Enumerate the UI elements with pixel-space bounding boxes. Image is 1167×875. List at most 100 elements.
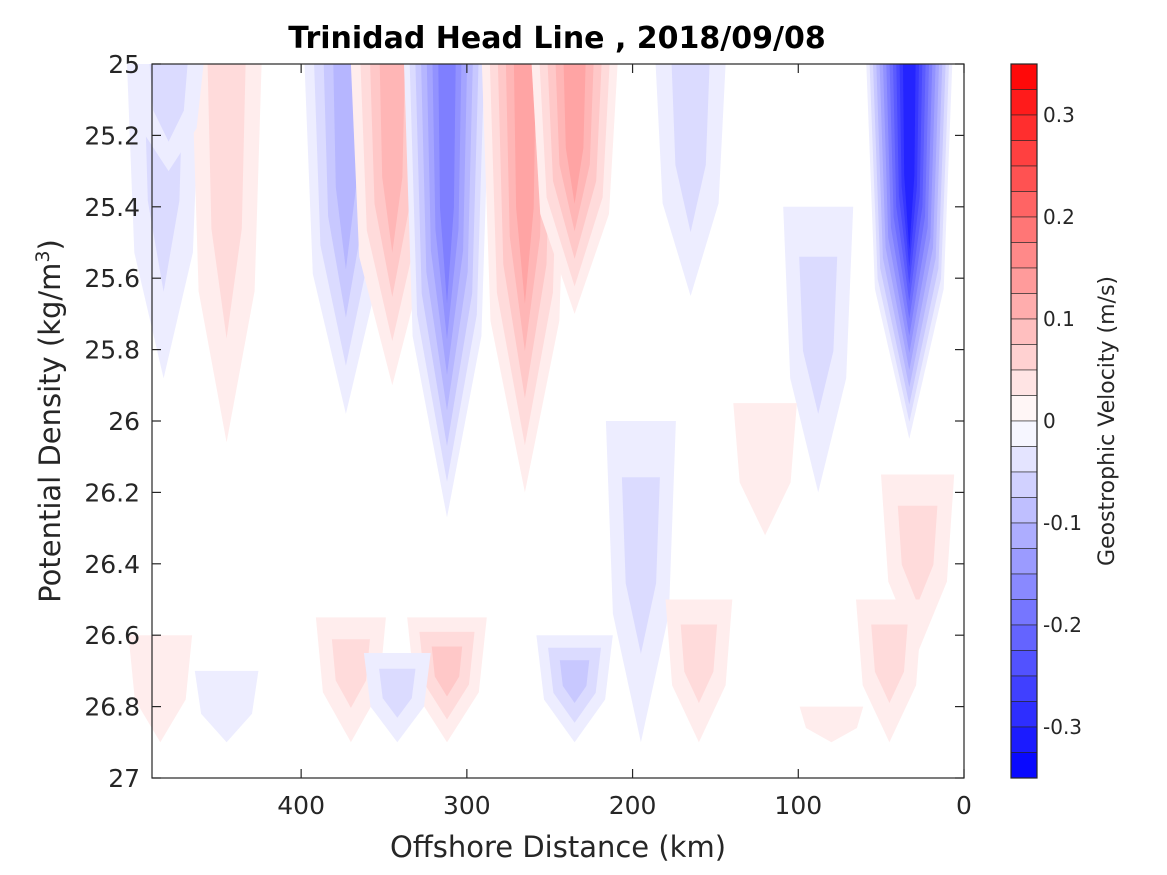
contour-level-14-2 [559, 660, 590, 703]
colorbar-bin [1010, 63, 1038, 90]
y-tick-label: 27 [108, 764, 140, 793]
velocity-core-negative [866, 64, 953, 439]
y-tick-label: 25.4 [84, 193, 140, 222]
colorbar-bin [1010, 497, 1038, 524]
colorbar-bin [1010, 191, 1038, 218]
contour-level-13-1 [621, 477, 660, 654]
contour-level-11-0 [733, 403, 797, 536]
velocity-core-positive [191, 64, 262, 443]
y-axis-label: Potential Density (kg/m3) [32, 239, 67, 603]
contour-level-20-0 [128, 635, 193, 743]
x-tick-label: 300 [443, 791, 491, 820]
colorbar: 0.3 0.2 0.1 0 -0.1 -0.2 -0.3 [1010, 63, 1082, 779]
colorbar-bin [1010, 369, 1038, 396]
colorbar-tick-label: 0 [1043, 409, 1056, 433]
chart-title: Trinidad Head Line , 2018/09/08 [288, 21, 825, 56]
colorbar-bin [1010, 548, 1038, 575]
colorbar-tick-label: 0.3 [1043, 103, 1075, 127]
colorbar-bin [1010, 318, 1038, 345]
colorbar-bin [1010, 675, 1038, 702]
colorbar-bin [1010, 140, 1038, 167]
y-tick-label: 26 [108, 407, 140, 436]
colorbar-bin [1010, 752, 1038, 779]
colorbar-bin [1010, 114, 1038, 141]
colorbar-tick-label: 0.1 [1043, 307, 1075, 331]
velocity-core-negative [655, 64, 726, 296]
colorbar-bin [1010, 242, 1038, 269]
y-tick-label: 26.4 [84, 550, 140, 579]
velocity-core-negative [404, 64, 490, 518]
colorbar-bin [1010, 650, 1038, 677]
contour-level-5-4 [513, 64, 536, 304]
y-tick-label: 25.8 [84, 336, 140, 365]
velocity-core-positive [128, 635, 193, 743]
contour-level-22-1 [871, 624, 908, 703]
contour-level-8-1 [799, 256, 838, 414]
contour-level-7-1 [671, 64, 710, 233]
velocity-core-negative [536, 635, 613, 743]
contour-level-17-1 [331, 639, 370, 708]
contour-level-2-3 [333, 64, 359, 270]
contour-level-19-0 [194, 670, 259, 743]
y-axis: 25 25.2 25.4 25.6 25.8 26 26.2 26.4 26.6 26.8 27 [84, 50, 964, 793]
y-tick-label: 25 [108, 50, 140, 79]
colorbar-bin [1010, 446, 1038, 473]
colorbar-label: Geostrophic Velocity (m/s) [1095, 276, 1120, 566]
y-tick-label: 25.6 [84, 264, 140, 293]
y-tick-label: 26.8 [84, 693, 140, 722]
colorbar-bin [1010, 726, 1038, 753]
contour-level-15-1 [680, 624, 718, 703]
colorbar-bin [1010, 293, 1038, 320]
velocity-core-positive [665, 599, 733, 743]
colorbar-tick-label: -0.1 [1043, 511, 1082, 535]
contour-level-10-1 [149, 64, 188, 142]
velocity-core-negative [605, 421, 676, 743]
colorbar-tick-label: -0.3 [1043, 715, 1082, 739]
velocity-core-positive [407, 617, 487, 743]
colorbar-bin [1010, 599, 1038, 626]
contour-level-1-1 [207, 64, 246, 339]
velocity-core-positive [733, 403, 797, 536]
x-tick-label: 100 [774, 791, 822, 820]
velocity-core-negative [194, 670, 259, 743]
contour-level-4-6 [438, 64, 456, 304]
contour-fill-layer [127, 64, 955, 743]
colorbar-bin [1010, 471, 1038, 498]
colorbar-bin [1010, 344, 1038, 371]
colorbar-frame [1010, 63, 1038, 779]
colorbar-bin [1010, 395, 1038, 422]
velocity-core-negative [133, 64, 204, 172]
contour-level-9-11 [903, 64, 916, 250]
contour-level-3-3 [379, 64, 405, 253]
colorbar-bin [1010, 216, 1038, 243]
colorbar-bin [1010, 701, 1038, 728]
velocity-core-positive [531, 64, 618, 314]
y-tick-label: 26.6 [84, 621, 140, 650]
colorbar-bin [1010, 165, 1038, 192]
colorbar-tick-label: 0.2 [1043, 205, 1075, 229]
x-tick-label: 400 [277, 791, 325, 820]
colorbar-bin [1010, 420, 1038, 447]
x-tick-label: 0 [956, 791, 972, 820]
y-tick-label: 25.2 [84, 121, 140, 150]
colorbar-bin [1010, 522, 1038, 549]
colorbar-bin [1010, 573, 1038, 600]
colorbar-tick-label: -0.2 [1043, 613, 1082, 637]
velocity-core-negative [783, 206, 854, 493]
contour-level-21-0 [799, 706, 864, 743]
velocity-core-positive [799, 706, 864, 743]
contour-level-16-2 [431, 646, 463, 697]
x-axis: 400 300 200 100 0 [277, 64, 972, 820]
x-axis-label: Offshore Distance (km) [390, 830, 726, 864]
velocity-core-negative [363, 653, 431, 743]
contour-level-6-4 [563, 64, 586, 204]
x-tick-label: 200 [609, 791, 657, 820]
contour-level-12-1 [897, 505, 938, 604]
colorbar-bin [1010, 89, 1038, 116]
velocity-core-positive [315, 617, 386, 743]
velocity-core-positive [856, 599, 923, 743]
colorbar-bin [1010, 267, 1038, 294]
y-tick-label: 26.2 [84, 478, 140, 507]
contour-level-18-1 [379, 668, 416, 718]
colorbar-bin [1010, 624, 1038, 651]
